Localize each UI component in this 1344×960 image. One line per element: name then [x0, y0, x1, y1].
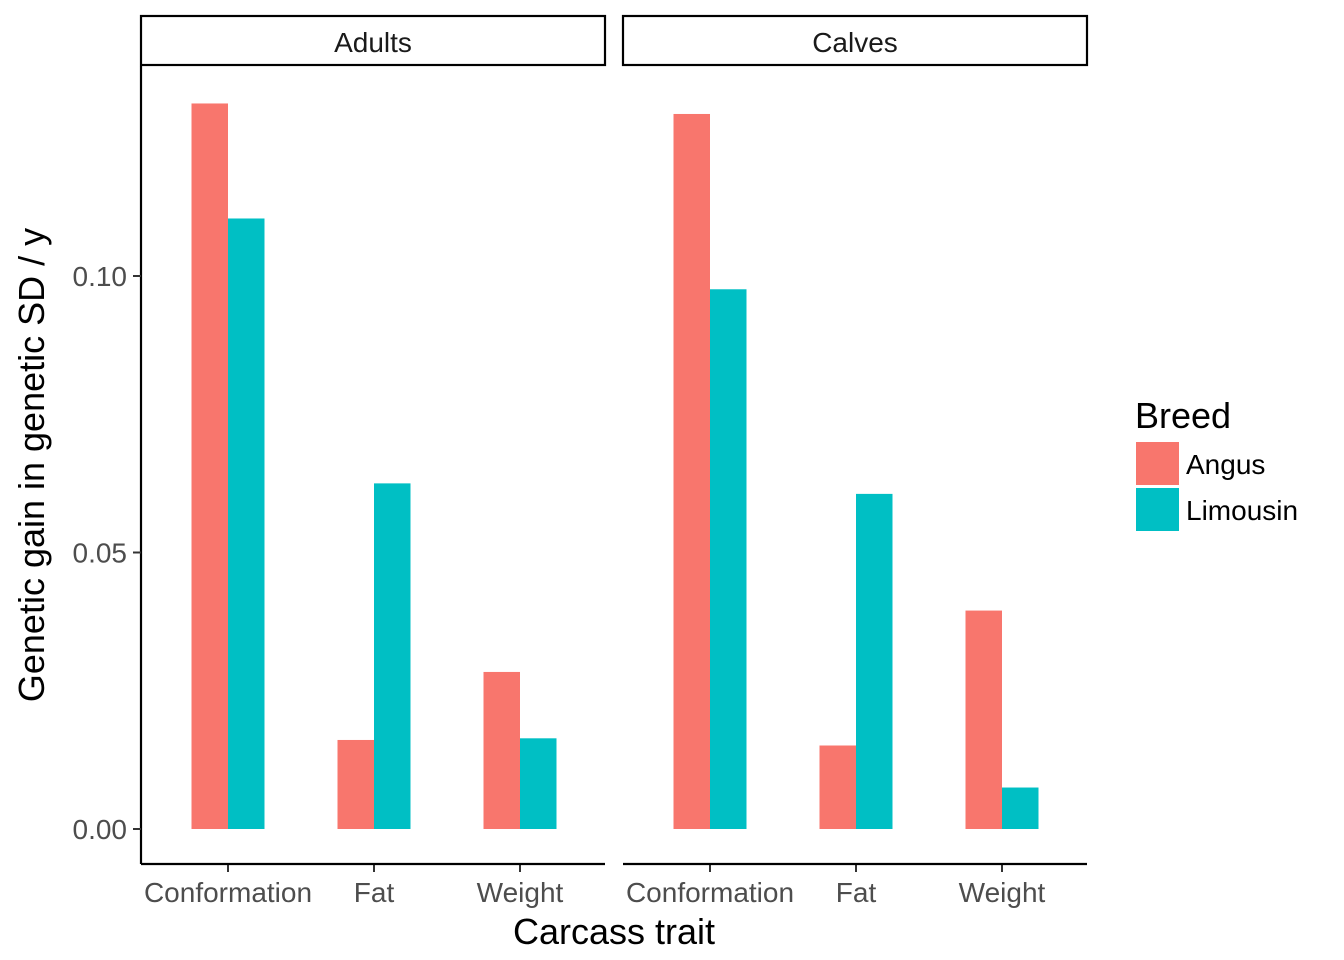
- bar-angus-fat: [337, 739, 374, 829]
- bar-limousin-weight: [1002, 787, 1039, 829]
- y-tick-label: 0.05: [73, 538, 128, 569]
- x-axis-title: Carcass trait: [513, 911, 715, 952]
- x-tick-label: Weight: [959, 877, 1046, 908]
- bar-angus-weight: [965, 610, 1002, 829]
- legend-swatch: [1136, 488, 1179, 531]
- facet-panel-calves: Calves Conformation Fat Weight: [621, 14, 1089, 908]
- bar-angus-conformation: [673, 113, 710, 829]
- facet-strip: [621, 14, 1089, 67]
- bar-angus-conformation: [191, 103, 228, 830]
- legend-title: Breed: [1135, 395, 1231, 436]
- bar-limousin-conformation: [710, 289, 747, 830]
- x-tick-label: Weight: [477, 877, 564, 908]
- facet-strip-label: Adults: [334, 27, 412, 58]
- facet-panel-adults: Adults Conformation Fat Weight: [139, 14, 607, 908]
- legend-label: Limousin: [1186, 495, 1298, 526]
- legend-item-limousin: Limousin: [1136, 488, 1298, 531]
- facet-strip-label: Calves: [812, 27, 898, 58]
- bar-limousin-conformation: [228, 218, 265, 829]
- facet-panels: Adults Conformation Fat Weight Calves Conform…: [139, 14, 1089, 908]
- legend-label: Angus: [1186, 449, 1265, 480]
- y-axis-title: Genetic gain in genetic SD / y: [11, 228, 52, 702]
- legend-item-angus: Angus: [1136, 442, 1265, 485]
- legend: Breed Angus Limousin: [1135, 395, 1298, 531]
- bar-angus-weight: [483, 671, 520, 829]
- x-tick-label: Conformation: [144, 877, 312, 908]
- bar-angus-fat: [819, 745, 856, 829]
- x-tick-label: Fat: [836, 877, 877, 908]
- bar-limousin-fat: [374, 483, 411, 829]
- y-tick-label: 0.00: [73, 814, 128, 845]
- facet-strip: [139, 14, 607, 67]
- y-axis: 0.00 0.05 0.10: [73, 66, 143, 864]
- x-tick-label: Conformation: [626, 877, 794, 908]
- bar-limousin-weight: [520, 738, 557, 829]
- bar-limousin-fat: [856, 493, 893, 829]
- x-tick-label: Fat: [354, 877, 395, 908]
- y-tick-label: 0.10: [73, 261, 128, 292]
- legend-swatch: [1136, 442, 1179, 485]
